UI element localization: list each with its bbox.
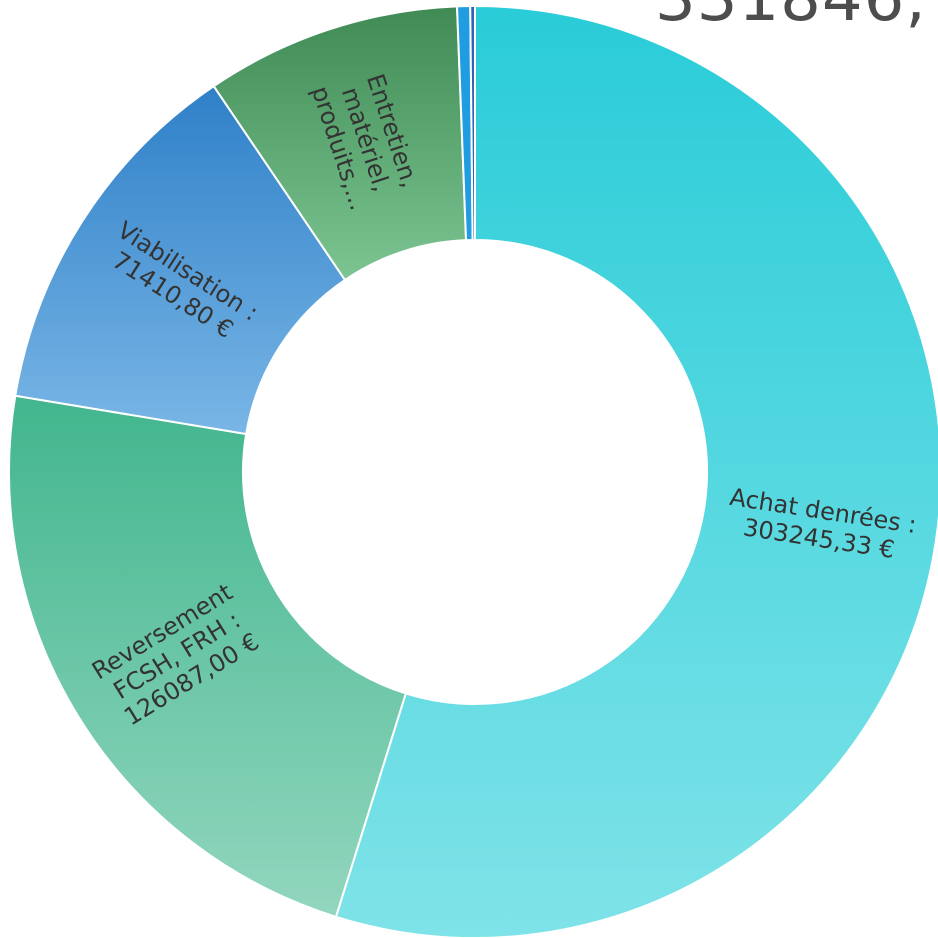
donut-slice-0[interactable] [334, 4, 938, 938]
donut-slice-1[interactable] [8, 394, 408, 919]
slices-layer [8, 4, 938, 938]
donut-slice-2[interactable] [14, 84, 347, 436]
donut-slice-5[interactable] [469, 4, 476, 242]
chart-title: 331846, [655, 0, 927, 36]
